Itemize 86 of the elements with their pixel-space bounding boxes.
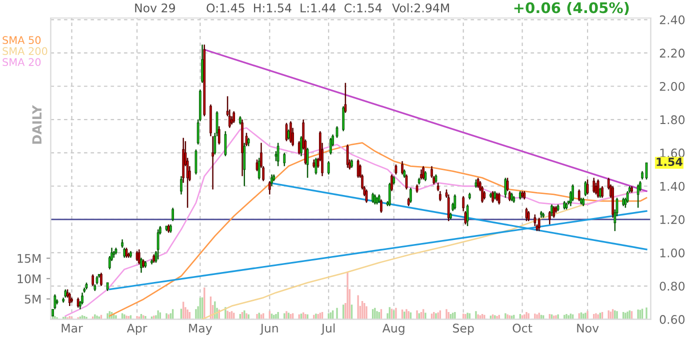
- candlestick: [388, 182, 391, 207]
- x-tick-label: Sep: [452, 324, 474, 335]
- candlestick: [498, 192, 500, 206]
- x-tick-label: Apr: [126, 324, 148, 335]
- y2-tick-label: 5M: [24, 294, 41, 304]
- text: Nov 29: [135, 3, 175, 12]
- candlestick: [454, 194, 456, 210]
- candlestick: [268, 180, 271, 196]
- candlestick: [258, 157, 260, 180]
- y-tick-label: 1.20: [660, 215, 685, 224]
- y-tick-label: 2.00: [660, 82, 685, 91]
- candlestick: [464, 210, 467, 226]
- candlestick: [534, 214, 536, 227]
- candlestick: [596, 178, 600, 198]
- candlestick: [447, 194, 450, 222]
- candlestick: [276, 142, 280, 167]
- candlestick: [138, 248, 140, 265]
- x-tick-label: Jun: [260, 324, 278, 335]
- y-tick-label: 0.60: [660, 315, 685, 324]
- candlestick: [527, 210, 530, 222]
- x-tick-label: Jul: [320, 323, 335, 335]
- candlestick: [92, 274, 94, 287]
- candlestick: [552, 205, 556, 218]
- candlestick: [218, 126, 220, 146]
- candlestick: [492, 190, 494, 204]
- y-tick-label: 2.20: [660, 48, 685, 58]
- candlestick: [401, 160, 404, 176]
- candlestick: [327, 160, 330, 176]
- y-tick-label: 0.80: [660, 282, 685, 291]
- candlestick: [424, 170, 427, 182]
- candlestick: [243, 142, 246, 187]
- y-tick-label: 1.00: [660, 248, 685, 258]
- text: SMA 200: [2, 47, 48, 56]
- candlestick: [584, 180, 587, 197]
- x-tick-label: May: [189, 324, 212, 335]
- y2-tick-label: 15M: [18, 254, 41, 263]
- x-tick-label: Nov: [577, 324, 599, 333]
- candlestick: [290, 120, 292, 144]
- candlestick: [422, 166, 425, 180]
- text: +0.06 (4.05%): [514, 2, 629, 15]
- candlestick: [100, 272, 102, 287]
- candlestick: [140, 257, 142, 274]
- candlestick: [212, 136, 214, 190]
- y-tick-label: 1.40: [660, 182, 685, 191]
- text: Vol:2.94M: [392, 3, 449, 12]
- candlestick: [380, 198, 382, 214]
- y2-tick-label: 10M: [18, 274, 41, 284]
- candlestick: [508, 190, 511, 202]
- candlestick: [578, 188, 580, 202]
- candlestick: [410, 187, 412, 204]
- candlestick: [344, 82, 347, 114]
- candlestick: [476, 177, 480, 188]
- candlestick: [572, 184, 574, 202]
- text: O:1.45 H:1.54 L:1.44 C:1.54: [206, 3, 382, 12]
- candlestick: [180, 176, 182, 196]
- x-tick-label: Oct: [512, 324, 532, 333]
- candlestick: [172, 207, 174, 222]
- candlestick: [592, 177, 596, 194]
- candlestick: [374, 194, 376, 206]
- candlestick: [330, 137, 332, 156]
- candlestick: [504, 177, 507, 198]
- candlestick: [538, 217, 540, 232]
- candlestick: [123, 247, 126, 258]
- candlestick: [283, 152, 286, 167]
- candlestick: [270, 174, 273, 187]
- text: SMA 50: [2, 36, 41, 44]
- y-tick-label: 1.80: [660, 115, 685, 124]
- text: DAILY: [32, 104, 42, 144]
- candlestick: [636, 184, 640, 208]
- candlestick: [232, 110, 236, 124]
- candlestick: [76, 297, 80, 308]
- x-tick-label: Aug: [382, 324, 404, 335]
- candlestick: [438, 190, 442, 202]
- candlestick: [462, 195, 465, 212]
- candlestick: [300, 136, 302, 157]
- candlestick: [224, 130, 227, 157]
- candlestick: [356, 158, 360, 178]
- candlestick: [372, 192, 374, 204]
- text: 1.54: [656, 158, 682, 166]
- candlestick: [342, 106, 345, 132]
- candlestick: [548, 210, 551, 226]
- candlestick: [390, 174, 393, 192]
- text: SMA 20: [2, 58, 41, 66]
- candlestick: [156, 228, 160, 260]
- y-tick-label: 2.40: [660, 15, 685, 24]
- x-tick-label: Mar: [62, 324, 83, 333]
